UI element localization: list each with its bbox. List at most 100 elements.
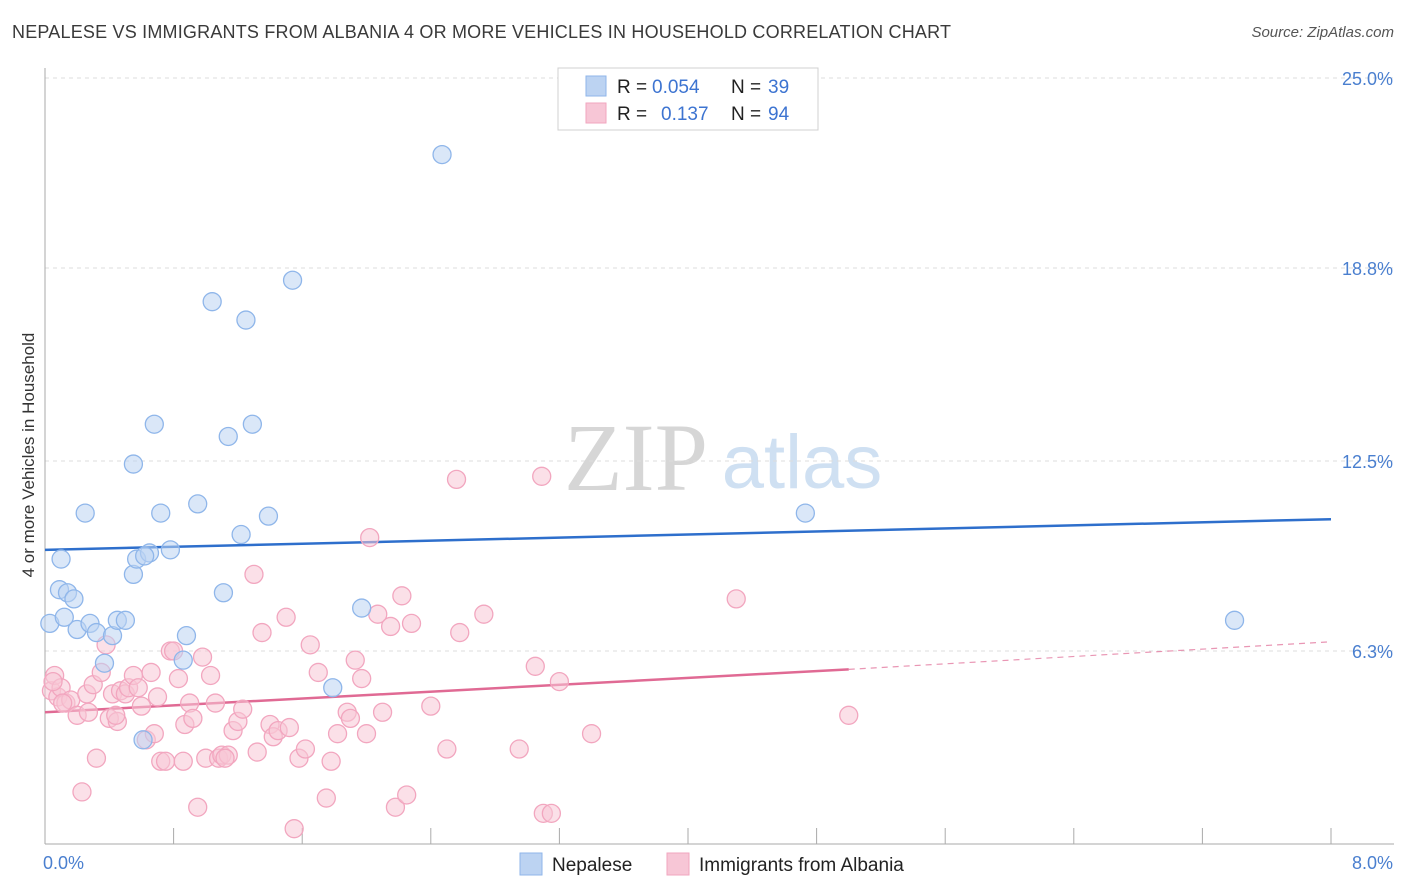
legend-swatch-nepalese	[585, 75, 607, 97]
albania-point-55	[295, 739, 316, 759]
nepalese-point-12	[115, 610, 136, 630]
data-points	[40, 144, 1245, 839]
albania-point-58	[316, 788, 336, 808]
nepalese-point-21	[173, 650, 193, 670]
albania-point-74	[421, 696, 441, 716]
legend-r-value-1: 0.054	[652, 77, 700, 98]
albania-point-90	[78, 702, 99, 722]
legend-r-value-2: 0.137	[661, 104, 709, 125]
nepalese-point-4	[64, 589, 84, 609]
albania-point-21	[131, 696, 152, 716]
albania-point-89	[53, 693, 73, 713]
nepalese-point-37	[135, 546, 155, 566]
albania-point-52	[279, 717, 299, 738]
gridlines	[45, 77, 1394, 652]
legend-n-label-2: N =	[731, 104, 761, 125]
nepalese-point-33	[352, 598, 372, 618]
albania-point-69	[380, 616, 401, 637]
albania-point-71	[392, 586, 412, 606]
albania-trend-line	[44, 668, 849, 714]
albania-point-7	[72, 782, 92, 802]
albania-point-57	[308, 662, 328, 683]
y-tick-label-1: 12.5%	[1342, 452, 1393, 472]
y-tick-labels: 6.3% 12.5% 18.8% 25.0%	[1342, 69, 1393, 662]
watermark-atlas: atlas	[722, 420, 883, 505]
nepalese-point-34	[432, 144, 452, 165]
albania-point-25	[147, 687, 168, 707]
nepalese-point-28	[236, 310, 256, 330]
source-label: Source: ZipAtlas.com	[1251, 24, 1394, 41]
legend-n-label-1: N =	[731, 77, 761, 98]
legend-r-label-1: R =	[617, 77, 647, 98]
axes	[44, 68, 1394, 845]
albania-point-87	[839, 705, 859, 725]
albania-point-64	[352, 668, 372, 689]
albania-point-63	[345, 650, 365, 670]
nepalese-point-30	[258, 506, 279, 526]
albania-point-60	[327, 724, 348, 744]
y-tick-label-2: 18.8%	[1342, 259, 1393, 279]
nepalese-point-9	[94, 653, 115, 673]
watermark-zip: ZIP	[564, 404, 708, 511]
nepalese-point-13	[123, 454, 144, 474]
albania-point-75	[437, 739, 457, 759]
albania-point-37	[200, 665, 221, 686]
albania-point-93	[215, 748, 235, 768]
albania-point-78	[474, 604, 494, 624]
albania-point-56	[300, 635, 320, 655]
nepalese-point-22	[176, 625, 197, 646]
legend-n-value-2: 94	[768, 104, 790, 125]
legend-r-label-2: R =	[617, 104, 647, 125]
nepalese-point-6	[75, 503, 95, 523]
y-tick-label-0: 6.3%	[1352, 642, 1393, 662]
legend-n-value-1: 39	[768, 77, 789, 98]
nepalese-point-32	[323, 678, 343, 698]
nepalese-point-8	[86, 622, 107, 643]
albania-point-70	[385, 797, 406, 817]
bottom-legend-swatch-albania	[666, 852, 690, 876]
albania-point-76	[446, 469, 467, 490]
albania-point-83	[541, 803, 562, 824]
nepalese-point-2	[51, 549, 71, 569]
x-tick-labels: 0.0% 8.0%	[43, 853, 1393, 873]
trend-lines	[44, 517, 1332, 714]
albania-point-77	[450, 622, 470, 643]
nepalese-point-24	[202, 292, 222, 312]
bottom-legend-swatch-nepalese	[519, 852, 543, 876]
nepalese-point-25	[213, 583, 234, 603]
albania-point-20	[128, 678, 148, 698]
albania-point-10	[86, 748, 107, 768]
nepalese-point-36	[1224, 610, 1245, 630]
x-tick-label-0: 0.0%	[43, 853, 84, 873]
stats-legend: R = 0.054 N = 39 R = 0.137 N = 94	[557, 67, 819, 131]
albania-point-72	[397, 785, 417, 805]
albania-point-23	[141, 662, 161, 683]
nepalese-point-19	[151, 503, 171, 523]
albania-point-91	[106, 705, 126, 725]
nepalese-point-20	[160, 540, 181, 560]
x-tick-label-1: 8.0%	[1352, 853, 1393, 873]
albania-point-86	[726, 589, 746, 609]
albania-point-47	[252, 622, 272, 643]
albania-point-59	[321, 751, 341, 771]
albania-point-66	[360, 527, 380, 548]
nepalese-point-31	[282, 270, 303, 290]
albania-point-27	[155, 751, 176, 771]
albania-point-46	[247, 742, 267, 762]
albania-point-35	[192, 647, 213, 667]
nepalese-point-23	[188, 494, 208, 514]
albania-point-62	[340, 708, 361, 729]
y-tick-label-3: 25.0%	[1342, 69, 1393, 89]
albania-point-53	[284, 819, 304, 839]
albania-point-80	[525, 656, 545, 676]
albania-point-38	[205, 693, 226, 713]
albania-point-73	[401, 613, 422, 634]
albania-point-33	[183, 708, 203, 729]
nepalese-point-38	[54, 607, 74, 627]
albania-point-92	[173, 751, 193, 771]
y-axis-label: 4 or more Vehicles in Household	[19, 333, 38, 578]
legend-swatch-albania	[585, 102, 607, 124]
nepalese-point-18	[144, 414, 164, 434]
nepalese-point-35	[795, 503, 815, 523]
